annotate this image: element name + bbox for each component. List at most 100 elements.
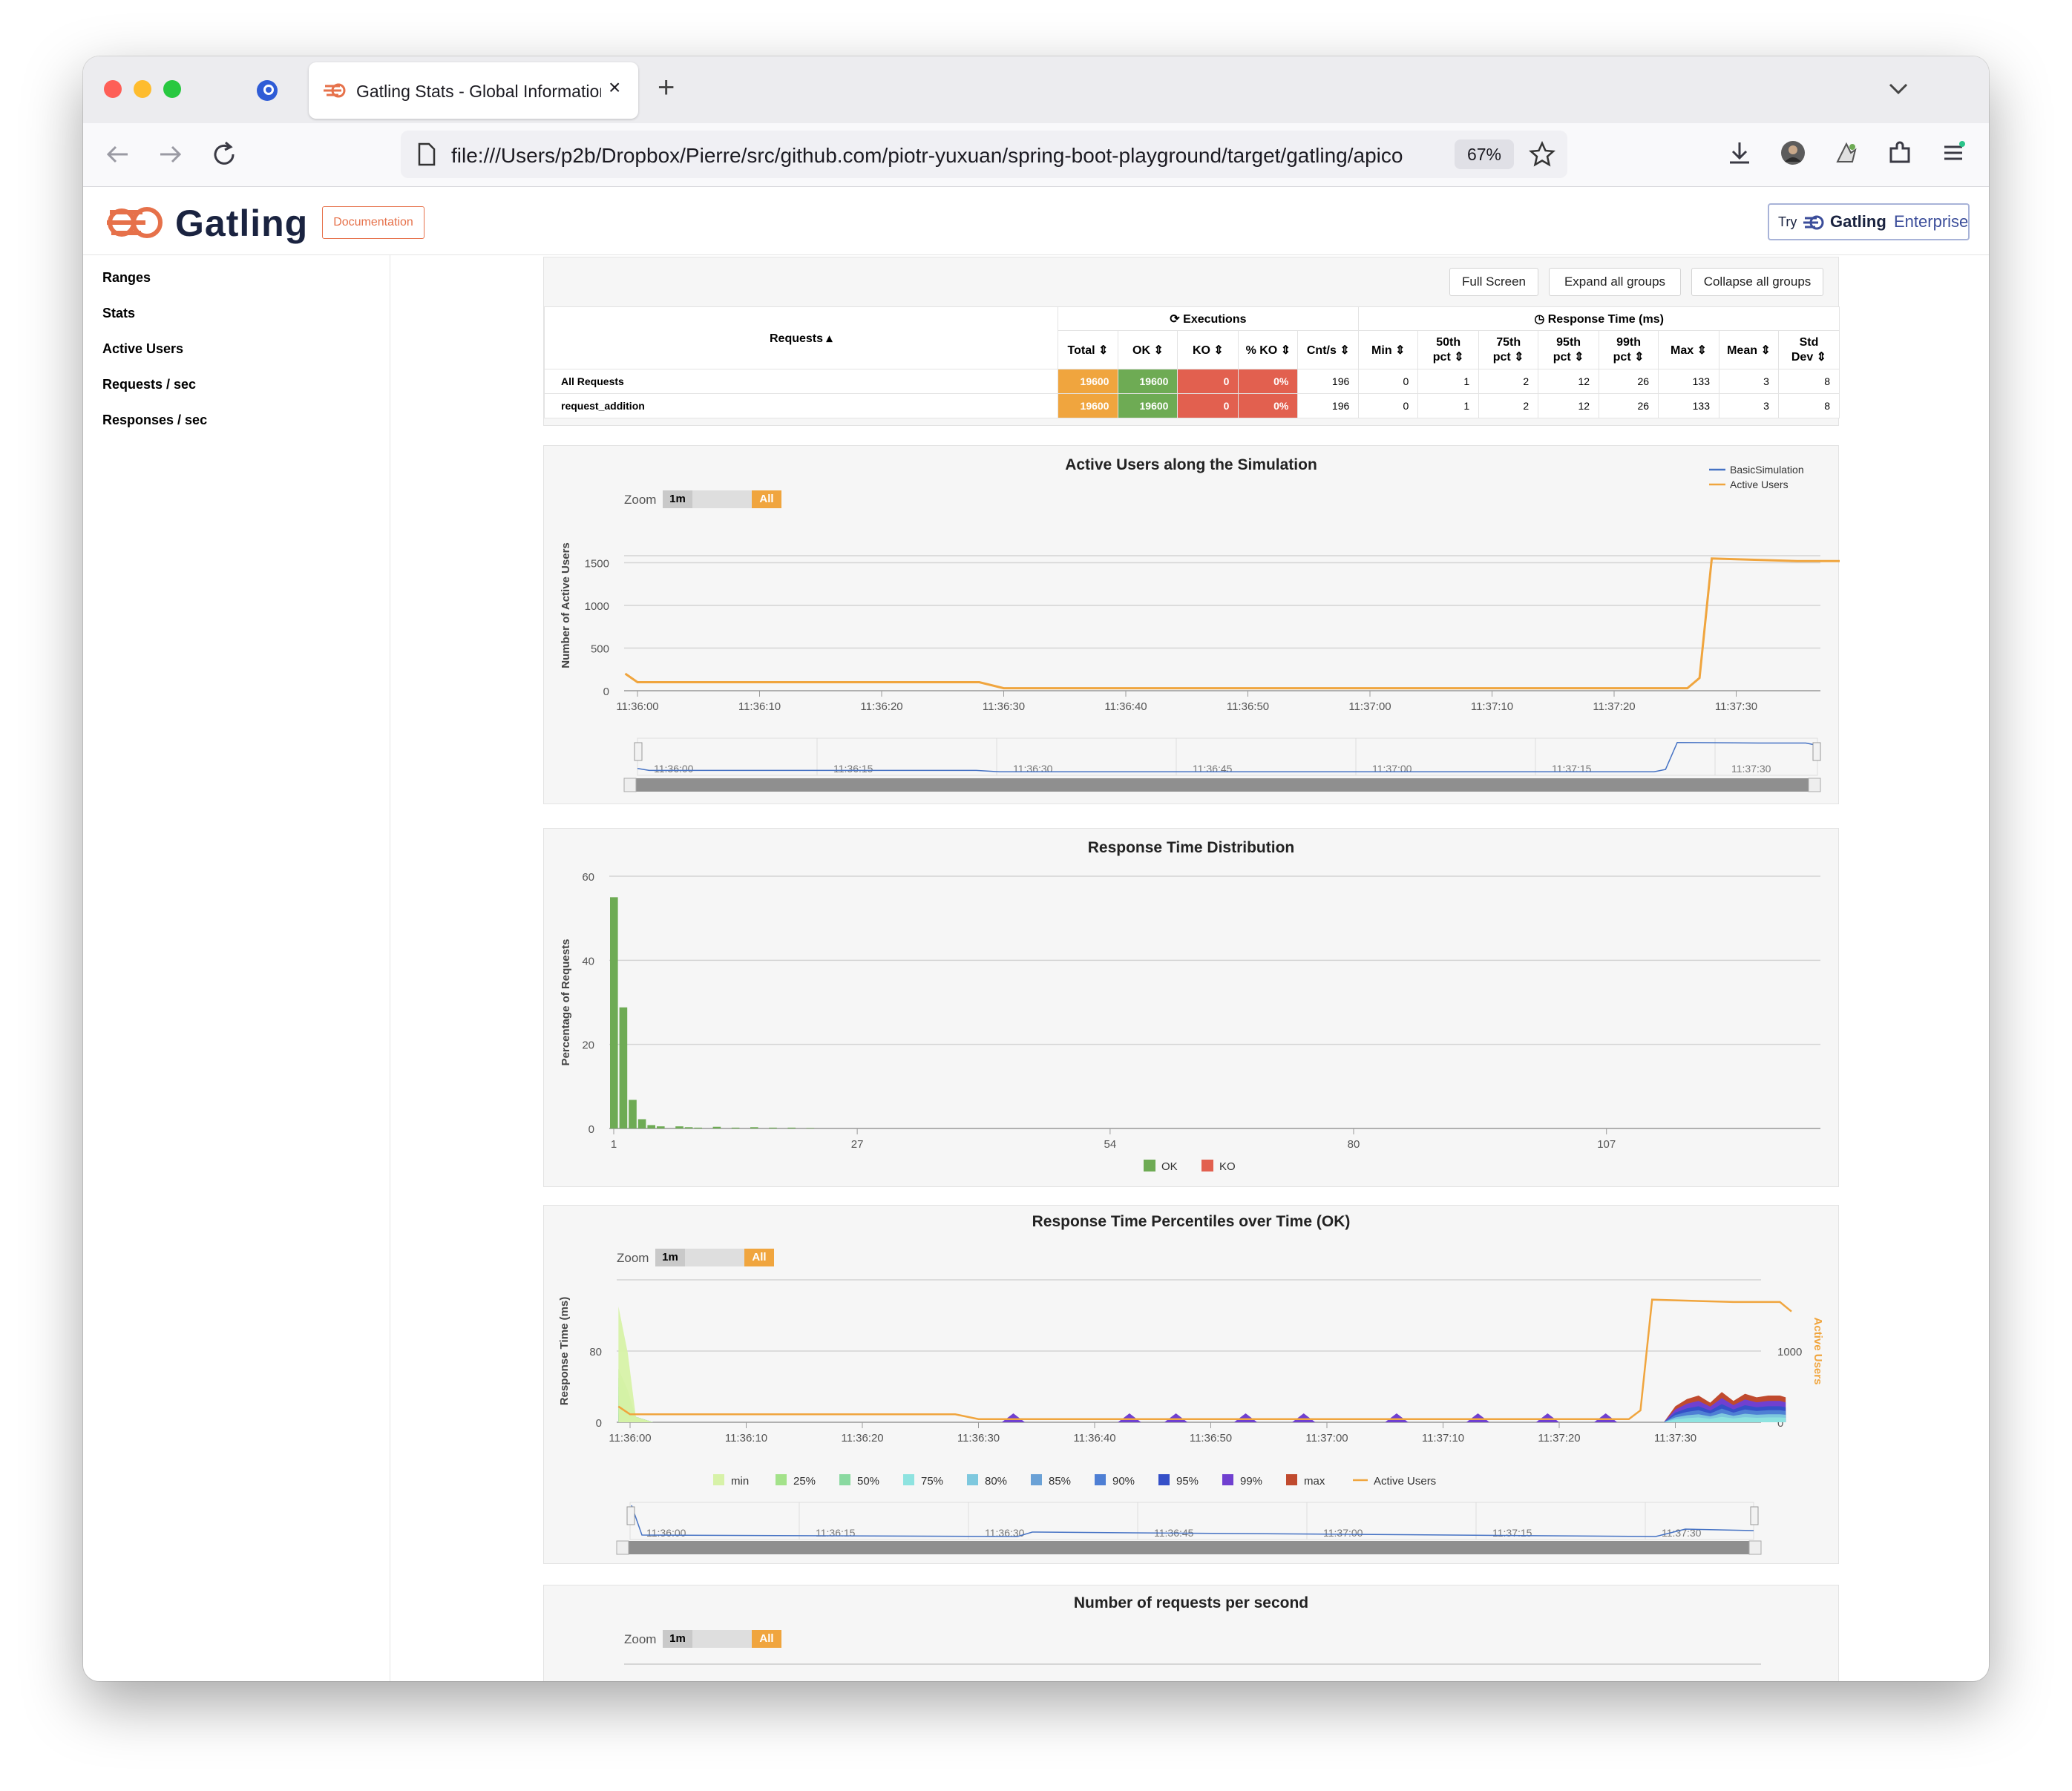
zoom-range-button[interactable] — [715, 1249, 744, 1266]
percentile-bump — [1385, 1413, 1409, 1422]
downloads-icon[interactable] — [1726, 139, 1753, 166]
zoom-all-button[interactable]: All — [752, 490, 781, 508]
ok-bar — [619, 1007, 628, 1128]
zoom-all-button[interactable]: All — [744, 1249, 774, 1266]
std-col[interactable]: Std Dev ⇕ — [1777, 330, 1840, 369]
x-tick-label: 11:36:40 — [1104, 700, 1147, 713]
try-enterprise-button[interactable]: Try Gatling Enterprise — [1768, 203, 1970, 240]
stats-panel: Full Screen Expand all groups Collapse a… — [543, 257, 1840, 426]
total-col[interactable]: Total ⇕ — [1057, 330, 1119, 369]
row-name[interactable]: request_addition — [544, 393, 1058, 418]
zoom-control: Zoom 1m All — [624, 1630, 802, 1649]
sidebar-item-stats[interactable]: Stats — [102, 306, 136, 321]
sidebar-item-active-users[interactable]: Active Users — [102, 341, 184, 356]
y-tick-label: 0 — [603, 686, 609, 698]
row-ok: 19600 — [1118, 393, 1178, 418]
y-tick-label: 40 — [582, 955, 594, 967]
tab-list-chevron-icon[interactable] — [1888, 82, 1909, 96]
p75-sort: pct ⇕ — [1492, 350, 1524, 364]
minimize-window-icon[interactable] — [134, 80, 151, 98]
table-row[interactable]: request_addition 19600 19600 0 0% 196 0 … — [544, 393, 1840, 418]
zoom-1m-button[interactable]: 1m — [655, 1249, 685, 1266]
percentile-spike-area — [618, 1307, 654, 1422]
min-col[interactable]: Min ⇕ — [1358, 330, 1419, 369]
ko-col[interactable]: KO ⇕ — [1177, 330, 1239, 369]
percentiles-chart[interactable]: 0 80 0 1000 11:36:00 11:36:10 11:36:20 11:36:30… — [544, 1206, 1840, 1565]
collapse-groups-button[interactable]: Collapse all groups — [1691, 268, 1823, 296]
max-col[interactable]: Max ⇕ — [1658, 330, 1719, 369]
maximize-window-icon[interactable] — [163, 80, 181, 98]
ok-bar — [750, 1127, 758, 1128]
expand-groups-button[interactable]: Expand all groups — [1549, 268, 1681, 296]
back-icon[interactable] — [104, 141, 131, 168]
y-tick-label: 20 — [582, 1039, 594, 1052]
full-screen-button[interactable]: Full Screen — [1449, 268, 1538, 296]
requests-per-second-chart[interactable] — [544, 1585, 1840, 1681]
pct-ko-col[interactable]: % KO ⇕ — [1238, 330, 1299, 369]
reload-icon[interactable] — [211, 141, 237, 168]
sidebar-item-responses-sec[interactable]: Responses / sec — [102, 413, 208, 427]
sidebar-item-requests-sec[interactable]: Requests / sec — [102, 377, 197, 392]
row-mean: 3 — [1719, 393, 1779, 418]
active-users-chart[interactable]: 0 500 1000 1500 11:36:00 11:36:10 11:36:20 11:3… — [544, 446, 1840, 805]
extensions-puzzle-icon[interactable] — [1886, 139, 1913, 166]
close-tab-icon[interactable]: × — [609, 76, 621, 99]
row-total: 19600 — [1057, 393, 1119, 418]
account-avatar-icon[interactable] — [1780, 139, 1806, 166]
zoom-level[interactable]: 67% — [1455, 139, 1514, 169]
legend-swatch — [903, 1474, 914, 1485]
zoom-range-button[interactable] — [692, 1630, 722, 1648]
cnts-col[interactable]: Cnt/s ⇕ — [1297, 330, 1360, 369]
close-window-icon[interactable] — [104, 80, 122, 98]
browser-window: Gatling Stats - Global Information × + f… — [83, 56, 1989, 1681]
scroll-right-arrow — [1808, 778, 1821, 792]
row-ko: 0 — [1177, 393, 1239, 418]
x-tick-label: 11:36:50 — [1227, 700, 1269, 713]
p95-col[interactable]: 95th pct ⇕ — [1538, 330, 1600, 369]
active-users-panel: Active Users along the Simulation Zoom 1… — [543, 445, 1840, 805]
row-std: 8 — [1777, 393, 1840, 418]
firefox-view-icon[interactable] — [255, 79, 279, 102]
p99-col[interactable]: 99th pct ⇕ — [1599, 330, 1659, 369]
zoom-range-button[interactable] — [722, 1630, 752, 1648]
navigator-scrollbar — [624, 778, 1820, 792]
zoom-1m-button[interactable]: 1m — [663, 1630, 692, 1648]
requests-header[interactable]: Requests ▴ — [544, 306, 1058, 369]
row-name[interactable]: All Requests — [544, 369, 1058, 394]
documentation-button[interactable]: Documentation — [322, 206, 424, 239]
zoom-range-button[interactable] — [685, 1249, 715, 1266]
x-tick-label: 11:37:20 — [1593, 700, 1635, 713]
app-menu-icon[interactable] — [1940, 139, 1967, 166]
legend-label: 80% — [985, 1475, 1007, 1488]
mean-col[interactable]: Mean ⇕ — [1719, 330, 1779, 369]
distribution-chart[interactable]: 0 20 40 60 1 27 54 80 107 Percentage of Requests O… — [544, 829, 1840, 1188]
row-pct-ko: 0% — [1238, 393, 1299, 418]
ok-col[interactable]: OK ⇕ — [1118, 330, 1178, 369]
zoom-label: Zoom — [624, 493, 657, 507]
zoom-range-button[interactable] — [722, 490, 752, 508]
bookmark-star-icon[interactable] — [1529, 141, 1555, 168]
sidebar-item-ranges[interactable]: Ranges — [102, 270, 151, 285]
zoom-range-button[interactable] — [692, 490, 722, 508]
zoom-1m-button[interactable]: 1m — [663, 490, 692, 508]
p95-sort: pct ⇕ — [1553, 350, 1584, 364]
address-bar[interactable]: file:///Users/p2b/Dropbox/Pierre/src/git… — [401, 131, 1567, 178]
p50-col[interactable]: 50th pct ⇕ — [1417, 330, 1480, 369]
extension-icon[interactable] — [1833, 139, 1860, 166]
x-tick-label: 107 — [1597, 1138, 1616, 1151]
zoom-label: Zoom — [617, 1251, 649, 1265]
legend-label: 90% — [1112, 1475, 1135, 1488]
forward-icon[interactable] — [157, 141, 184, 168]
active-tab[interactable]: Gatling Stats - Global Information × — [309, 62, 638, 119]
p99-sort: pct ⇕ — [1613, 350, 1645, 364]
table-row[interactable]: All Requests 19600 19600 0 0% 196 0 1 2 … — [544, 369, 1840, 394]
p75-col[interactable]: 75th pct ⇕ — [1478, 330, 1539, 369]
y-axis-label: Percentage of Requests — [560, 939, 572, 1066]
gatling-favicon-icon — [324, 83, 346, 98]
zoom-all-button[interactable]: All — [752, 1630, 781, 1648]
legend-ko-swatch — [1201, 1160, 1213, 1171]
chart-title: Response Time Percentiles over Time (OK) — [1032, 1213, 1351, 1230]
y-axis-label: Number of Active Users — [560, 542, 572, 668]
new-tab-icon[interactable]: + — [658, 71, 675, 104]
row-p75: 2 — [1478, 369, 1539, 394]
